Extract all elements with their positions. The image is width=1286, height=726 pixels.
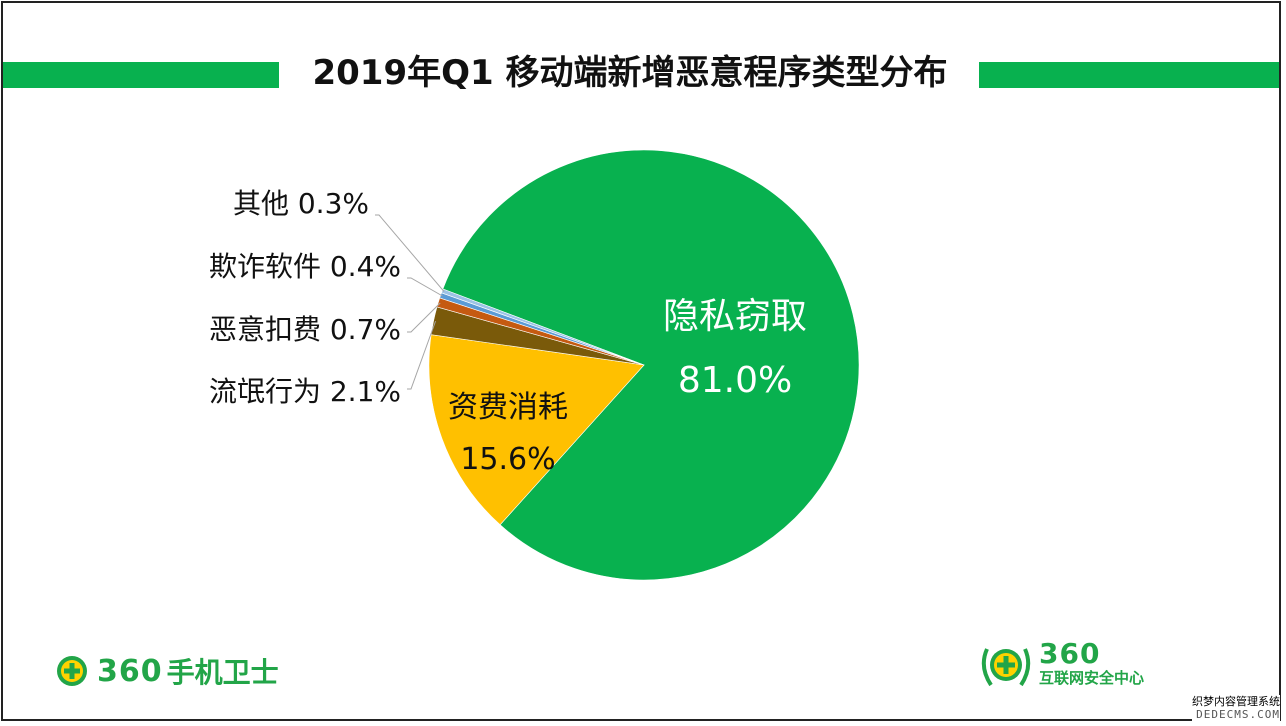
leader-line-5 (375, 214, 445, 292)
leader-line-3 (407, 302, 441, 333)
slice-value-label-1: 15.6% (460, 442, 555, 477)
logo-right-number: 360 (1039, 637, 1101, 670)
leader-line-2 (407, 320, 437, 390)
slice-label-5: 其他 0.3% (233, 187, 369, 220)
title-bar-left (3, 62, 279, 88)
slice-label-2: 流氓行为 2.1% (209, 375, 401, 408)
shield-plus-icon (57, 656, 87, 686)
pie-chart: 隐私窃取 81.0% 资费消耗 15.6% 流氓行为 2.1% 恶意扣费 0.7% 欺诈软件… (209, 149, 860, 581)
slice-name-label-0: 隐私窃取 (663, 296, 807, 337)
chart-title: 2019年Q1 移动端新增恶意程序类型分布 (312, 53, 948, 93)
watermark-line1: 织梦内容管理系统 (1192, 695, 1280, 708)
slice-label-3: 恶意扣费 0.7% (209, 313, 401, 346)
logo-360-mobile-guard: 360 手机卫士 (55, 651, 279, 691)
pie-slice-1 (428, 334, 645, 526)
pie-slice-5 (441, 288, 645, 366)
slice-name-label-1: 资费消耗 (448, 390, 568, 425)
slice-label-4: 欺诈软件 0.4% (209, 250, 401, 283)
watermark: 织梦内容管理系统 DEDECMS.COM (1192, 695, 1280, 721)
pie-slice-0 (442, 149, 860, 581)
globe-laurel-icon (981, 648, 1031, 687)
logo-left-text: 手机卫士 (166, 656, 279, 689)
slice-value-label-0: 81.0% (678, 360, 792, 401)
logo-left-number: 360 (97, 653, 163, 689)
logo-360-security-center: 360 互联网安全中心 (977, 639, 1144, 693)
logo-right-text: 互联网安全中心 (1039, 669, 1145, 687)
leader-line-4 (407, 277, 443, 297)
watermark-line2: DEDECMS.COM (1196, 708, 1280, 721)
title-bar-right (979, 62, 1279, 88)
